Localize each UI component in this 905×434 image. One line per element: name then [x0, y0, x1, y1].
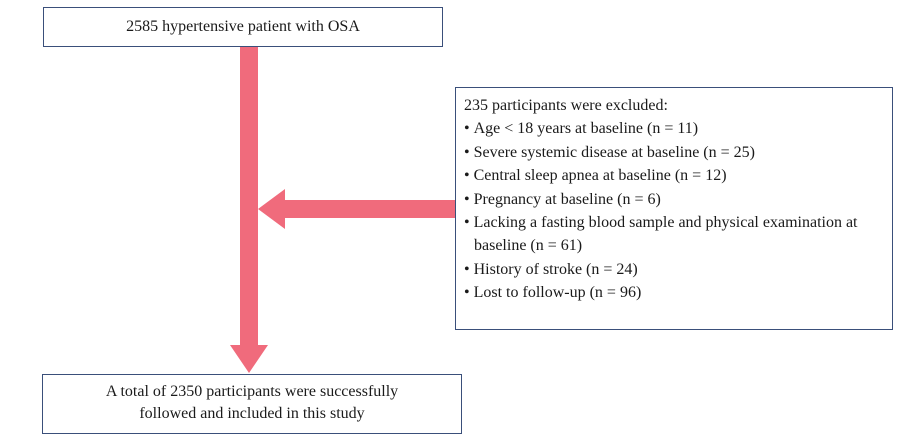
exclusion-item: • Central sleep apnea at baseline (n = 1… [464, 164, 884, 187]
exclusion-item: • Severe systemic disease at baseline (n… [464, 141, 884, 164]
bullet: • [464, 260, 474, 278]
exclusion-text: Severe systemic disease at baseline (n =… [473, 143, 755, 161]
bullet: • [464, 143, 474, 161]
bullet: • [464, 120, 474, 138]
result-line: followed and included in this study [139, 405, 365, 422]
bullet: • [464, 284, 474, 302]
bullet: • [464, 190, 474, 208]
exclusion-box: 235 participants were excluded: • Age < … [455, 87, 893, 330]
bullet: • [464, 167, 474, 185]
exclusion-text: Age < 18 years at baseline (n = 11) [473, 120, 699, 138]
source-box: 2585 hypertensive patient with OSA [43, 7, 443, 47]
exclusion-text: Central sleep apnea at baseline (n = 12) [473, 167, 727, 185]
result-box: A total of 2350 participants were succes… [42, 374, 462, 434]
left-arrow [258, 189, 455, 229]
exclusion-item: • Age < 18 years at baseline (n = 11) [464, 117, 884, 140]
exclusion-item: • Lost to follow-up (n = 96) [464, 281, 884, 304]
exclusion-text: Lost to follow-up (n = 96) [473, 284, 642, 302]
exclusion-text: Pregnancy at baseline (n = 6) [473, 190, 661, 208]
exclusion-item: • History of stroke (n = 24) [464, 258, 884, 281]
exclusion-text: History of stroke (n = 24) [473, 260, 638, 278]
exclusion-text: Lacking a fasting blood sample and physi… [473, 214, 858, 255]
down-arrow [230, 47, 268, 373]
exclusion-item: • Pregnancy at baseline (n = 6) [464, 188, 884, 211]
exclusion-list: • Age < 18 years at baseline (n = 11) • S… [464, 117, 884, 304]
result-line: A total of 2350 participants were succes… [105, 383, 399, 400]
exclusion-title: 235 participants were excluded: [464, 97, 668, 114]
exclusion-item: • Lacking a fasting blood sample and phy… [464, 211, 884, 258]
bullet: • [464, 214, 474, 232]
